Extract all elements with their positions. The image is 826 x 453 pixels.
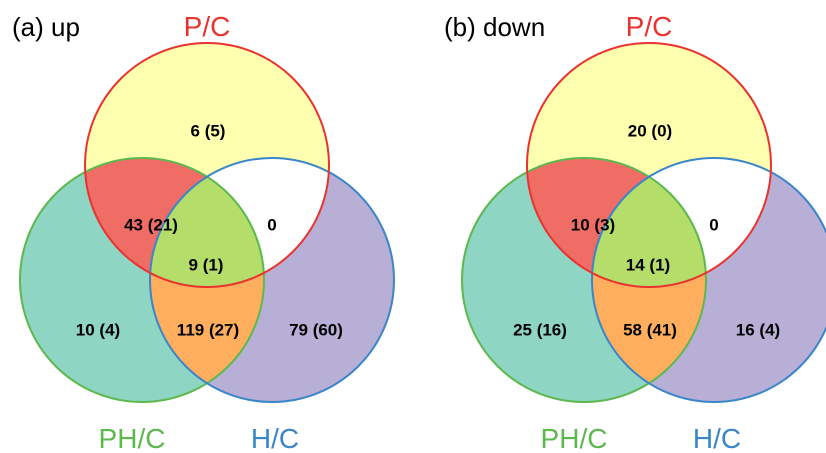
region-count-all: 9 (1) (189, 256, 224, 275)
region-count-all: 14 (1) (626, 256, 670, 275)
circle-ph-outline (19, 157, 265, 403)
set-label-h: H/C (251, 423, 299, 453)
region-count-p-h: 0 (709, 216, 718, 235)
panel-title: (a) up (12, 12, 80, 42)
set-label-ph: PH/C (99, 423, 166, 453)
venn-panel-up: (a) up P/C PH/C H/C 6 (5) 43 (21) 0 9 (1) 10 (4)… (12, 11, 395, 453)
circle-h-outline (149, 157, 395, 403)
panel-title: (b) down (444, 12, 545, 42)
region-count-p-h: 0 (267, 216, 276, 235)
region-count-h-only: 16 (4) (736, 321, 780, 340)
set-label-h: H/C (693, 423, 741, 453)
region-count-p-only: 20 (0) (628, 122, 672, 141)
region-count-ph-only: 10 (4) (76, 321, 120, 340)
set-label-ph: PH/C (541, 423, 608, 453)
region-all (592, 158, 706, 287)
region-count-h-only: 79 (60) (289, 321, 343, 340)
set-label-p: P/C (184, 11, 231, 42)
circle-ph-outline (461, 157, 707, 403)
venn-panel-down: (b) down P/C PH/C H/C 20 (0) 10 (3) 0 14 (1) 25 … (444, 11, 826, 453)
region-all (150, 158, 264, 287)
region-count-ph-h: 119 (27) (177, 321, 239, 340)
region-count-p-ph: 10 (3) (571, 216, 615, 235)
circle-h-outline (591, 157, 826, 403)
set-label-p: P/C (626, 11, 673, 42)
region-count-ph-h: 58 (41) (623, 321, 677, 340)
region-count-p-only: 6 (5) (191, 122, 226, 141)
region-count-p-ph: 43 (21) (124, 216, 178, 235)
circle-p-outline (84, 42, 330, 288)
circle-p-outline (526, 42, 772, 288)
region-count-ph-only: 25 (16) (513, 321, 567, 340)
